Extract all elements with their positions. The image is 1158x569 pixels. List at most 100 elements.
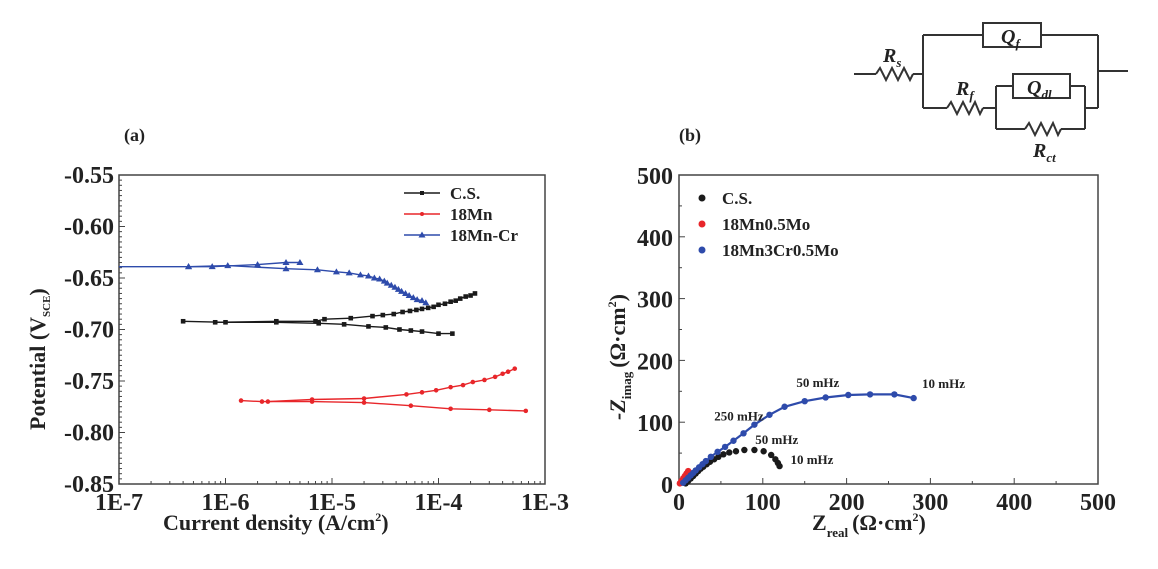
data-point xyxy=(361,400,367,405)
legend-marker xyxy=(420,212,424,216)
x-tick-label: 400 xyxy=(996,490,1032,516)
legend-marker xyxy=(698,194,706,202)
data-point xyxy=(316,321,321,326)
data-point xyxy=(414,307,419,313)
data-point xyxy=(487,407,492,413)
y-tick-label: -0.75 xyxy=(64,369,114,395)
data-point xyxy=(891,391,898,398)
legend-label: 18Mn0.5Mo xyxy=(722,215,810,234)
data-point xyxy=(387,281,395,288)
series-18mn-cr xyxy=(119,259,430,306)
data-point xyxy=(282,265,290,272)
data-point xyxy=(408,328,414,333)
y-tick-label: 300 xyxy=(637,288,673,314)
resistor-rct-icon xyxy=(1024,120,1062,138)
data-point xyxy=(383,325,389,330)
data-point xyxy=(450,331,455,336)
data-point xyxy=(376,275,384,282)
cathodic-branch-line xyxy=(183,320,453,335)
data-point xyxy=(472,291,478,296)
data-point xyxy=(419,390,425,395)
data-point xyxy=(383,279,391,286)
legend-b: C.S. 18Mn0.5Mo 18Mn3Cr0.5Mo xyxy=(698,189,839,260)
data-point xyxy=(265,399,271,404)
legend-marker xyxy=(420,191,424,195)
data-point xyxy=(259,399,265,404)
anodic-branch-line xyxy=(215,292,476,323)
data-point xyxy=(492,374,498,380)
data-point xyxy=(436,302,441,308)
panel-label-b: (b) xyxy=(679,125,701,146)
data-point xyxy=(398,287,406,294)
label-rs: Rs xyxy=(882,45,901,70)
data-point xyxy=(348,315,354,321)
circuit-labels: Rs Qf Rf Qdl Rct xyxy=(882,26,1056,165)
data-point xyxy=(760,448,767,455)
y-tick-label: -0.55 xyxy=(64,163,114,189)
legend-label: 18Mn3Cr0.5Mo xyxy=(722,241,839,260)
label-rf: Rf xyxy=(955,78,975,103)
legend-label: 18Mn-Cr xyxy=(450,226,518,245)
data-point xyxy=(180,318,186,324)
x-tick-labels-a: 1E-7 1E-6 1E-5 1E-4 1E-3 xyxy=(95,490,569,516)
x-axis-title-a: Current density (A/cm2) xyxy=(163,510,389,535)
cathodic-branch-line xyxy=(241,399,526,412)
data-point xyxy=(448,384,453,390)
data-point xyxy=(431,304,436,310)
legend-marker xyxy=(418,231,426,238)
legend-label: C.S. xyxy=(450,184,480,203)
x-axis-title-b: Zreal (Ω·cm2) xyxy=(812,510,926,540)
data-point xyxy=(409,294,417,301)
series-b xyxy=(676,391,917,487)
data-point xyxy=(341,322,347,327)
data-point xyxy=(419,329,425,334)
legend-marker xyxy=(698,246,706,254)
data-point xyxy=(720,451,727,458)
data-point xyxy=(407,308,413,314)
data-point xyxy=(418,297,426,304)
series-a xyxy=(119,259,529,414)
frequency-label: 50 mHz xyxy=(755,432,798,447)
data-point xyxy=(436,331,441,336)
data-point xyxy=(309,397,315,402)
y-tick-label: 500 xyxy=(637,164,673,190)
frequency-label: 50 mHz xyxy=(796,375,839,390)
legend-label: 18Mn xyxy=(450,205,493,224)
data-point xyxy=(400,309,405,315)
data-point xyxy=(224,262,232,269)
equivalent-circuit xyxy=(854,22,1128,138)
frequency-annotations: 250 mHz 50 mHz 10 mHz 50 mHz 10 mHz xyxy=(714,375,965,467)
data-point xyxy=(366,324,371,329)
anodic-branch-line xyxy=(267,367,516,403)
data-point xyxy=(274,318,279,324)
data-point xyxy=(715,453,722,461)
data-point xyxy=(714,448,721,456)
y-tick-label: 400 xyxy=(637,226,673,252)
legend-marker xyxy=(698,220,706,228)
x-tick-label: 300 xyxy=(912,490,948,516)
data-point xyxy=(419,306,425,312)
legend-label: C.S. xyxy=(722,189,752,208)
x-tick-label: 1E-6 xyxy=(202,490,250,516)
data-point xyxy=(397,327,402,332)
data-point xyxy=(391,283,399,290)
data-point xyxy=(910,394,917,402)
data-point xyxy=(500,371,505,377)
nyquist-chart: (b) 0 100 200 300 400 500 0 100 200 300 400 500 25… xyxy=(605,125,1116,540)
panel-label-a: (a) xyxy=(124,125,145,146)
y-tick-label: 200 xyxy=(637,349,673,375)
legend-a: C.S. 18Mn 18Mn-Cr xyxy=(404,184,518,245)
y-tick-label: -0.80 xyxy=(64,421,114,447)
data-point xyxy=(448,406,453,412)
data-point xyxy=(751,446,758,454)
resistor-rf-icon xyxy=(946,99,984,117)
data-point xyxy=(322,316,327,322)
x-tick-label: 500 xyxy=(1080,490,1116,516)
data-point xyxy=(370,274,378,281)
data-point xyxy=(212,319,218,325)
data-point xyxy=(394,285,402,292)
label-qf: Qf xyxy=(1001,26,1021,51)
data-point xyxy=(332,268,340,275)
data-point xyxy=(361,396,367,401)
